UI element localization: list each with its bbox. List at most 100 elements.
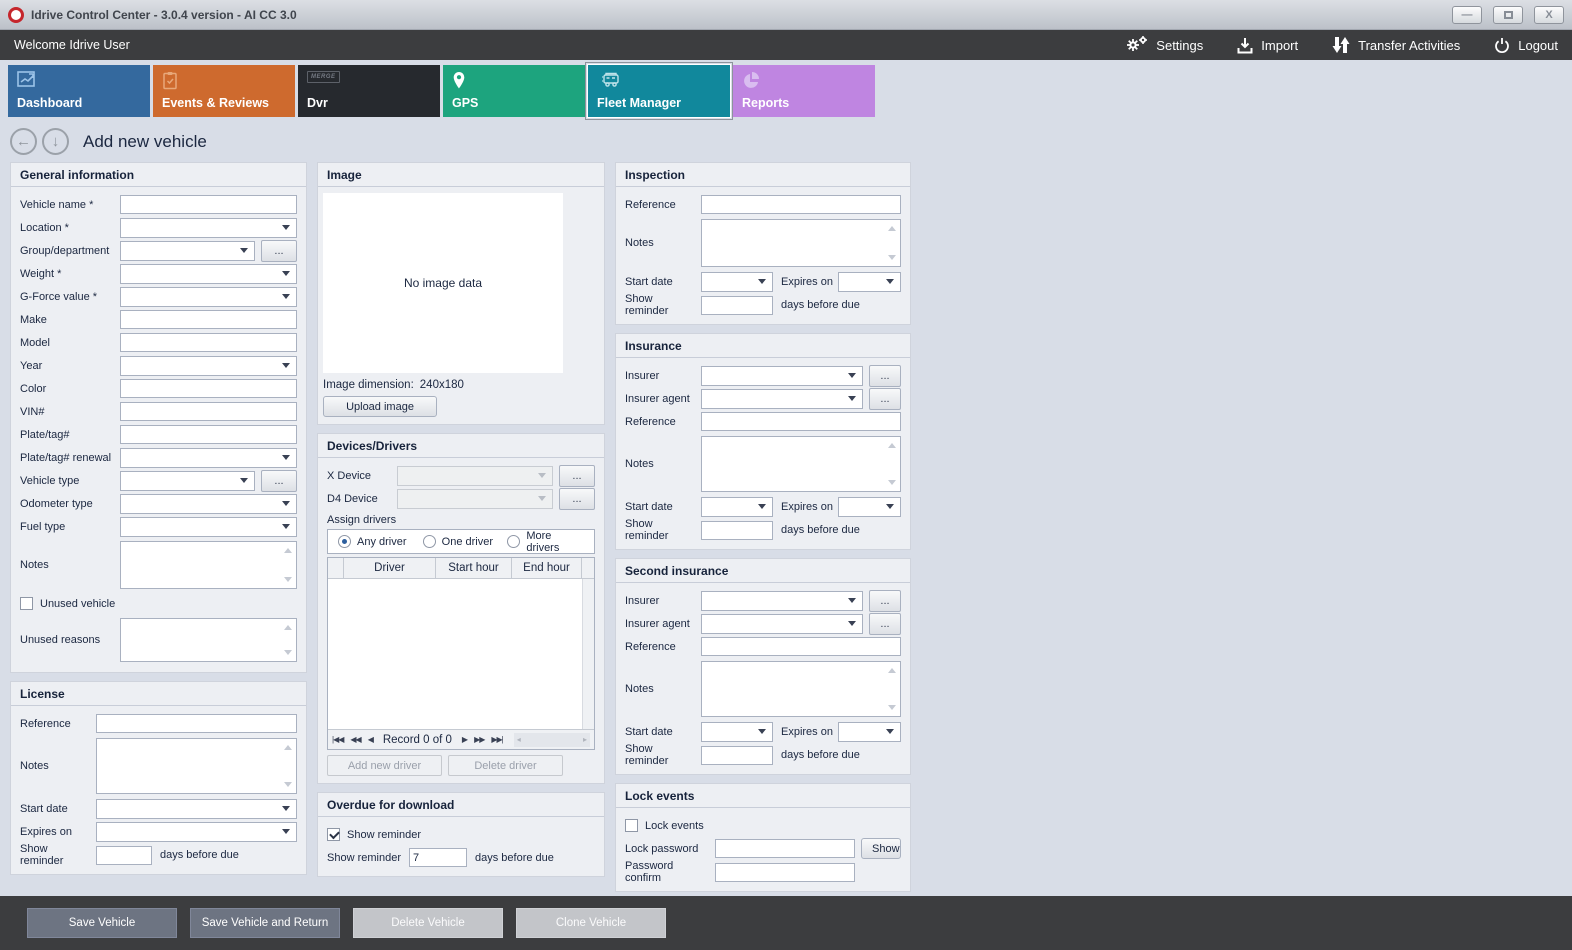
- second-insurance-expires-on-select[interactable]: [837, 721, 901, 742]
- inspection-notes-textarea[interactable]: [701, 219, 901, 267]
- vin-label: VIN#: [20, 405, 45, 418]
- inspection-reminder-input[interactable]: [701, 295, 773, 315]
- tab-dashboard[interactable]: Dashboard: [8, 65, 150, 117]
- color-input[interactable]: [120, 379, 297, 398]
- insurer-agent-label: Insurer agent: [625, 617, 690, 630]
- back-button[interactable]: ←: [10, 128, 37, 155]
- horizontal-scrollbar[interactable]: ◂ ▸: [513, 732, 590, 747]
- save-vehicle-and-return-button[interactable]: Save Vehicle and Return: [190, 908, 340, 938]
- import-button[interactable]: Import: [1237, 37, 1298, 54]
- notes-textarea[interactable]: [120, 541, 297, 589]
- x-device-more-button[interactable]: ...: [559, 464, 595, 487]
- license-reminder-input[interactable]: [96, 845, 152, 865]
- next-page-button[interactable]: ▶▶: [474, 735, 485, 744]
- drivers-table-header: Driver Start hour End hour: [328, 558, 594, 579]
- insurance-start-date-select[interactable]: [701, 496, 773, 517]
- second-insurance-reference-input[interactable]: [701, 637, 901, 656]
- transfer-activities-button[interactable]: Transfer Activities: [1332, 36, 1460, 54]
- insurer-agent-select[interactable]: [701, 388, 863, 409]
- save-vehicle-button[interactable]: Save Vehicle: [27, 908, 177, 938]
- maximize-button[interactable]: [1493, 5, 1523, 24]
- prev-page-button[interactable]: ◀◀: [350, 735, 361, 744]
- second-insurance-notes-textarea[interactable]: [701, 661, 901, 717]
- vin-input[interactable]: [120, 402, 297, 421]
- last-record-button[interactable]: ▶▶|: [491, 735, 503, 744]
- settings-button[interactable]: Settings: [1126, 36, 1203, 54]
- close-button[interactable]: X: [1534, 5, 1564, 24]
- fuel-type-select[interactable]: [120, 516, 297, 537]
- vehicle-type-more-button[interactable]: ...: [261, 469, 297, 492]
- group-department-select[interactable]: [120, 240, 255, 261]
- overdue-reminder-input[interactable]: [409, 848, 467, 867]
- license-reference-input[interactable]: [96, 714, 297, 733]
- year-select[interactable]: [120, 355, 297, 376]
- first-record-button[interactable]: |◀◀: [332, 735, 344, 744]
- tab-events-reviews[interactable]: Events & Reviews: [153, 65, 295, 117]
- plate-tag-input[interactable]: [120, 425, 297, 444]
- second-insurance-reminder-input[interactable]: [701, 745, 773, 765]
- location-select[interactable]: [120, 217, 297, 238]
- insurance-reminder-input[interactable]: [701, 520, 773, 540]
- tab-fleet-manager[interactable]: Fleet Manager: [585, 62, 733, 120]
- insurer-more-button[interactable]: ...: [869, 364, 901, 387]
- second-insurer-select[interactable]: [701, 590, 863, 611]
- gforce-select[interactable]: [120, 286, 297, 307]
- odometer-type-select[interactable]: [120, 493, 297, 514]
- model-input[interactable]: [120, 333, 297, 352]
- field-unused-reasons: Unused reasons: [20, 618, 297, 662]
- group-department-more-button[interactable]: ...: [261, 239, 297, 262]
- prev-record-button[interactable]: ◀: [367, 735, 374, 744]
- lock-password-input[interactable]: [715, 839, 855, 858]
- insurance-expires-on-select[interactable]: [837, 496, 901, 517]
- second-insurer-more-button[interactable]: ...: [869, 589, 901, 612]
- scroll-down-icon: [888, 480, 896, 485]
- radio-one-driver[interactable]: One driver: [422, 535, 500, 548]
- weight-select[interactable]: [120, 263, 297, 284]
- second-insurer-agent-select[interactable]: [701, 613, 863, 634]
- inspection-start-date-select[interactable]: [701, 271, 773, 292]
- show-reminder-checkbox[interactable]: [327, 828, 340, 841]
- radio-any-driver[interactable]: Any driver: [338, 535, 415, 548]
- license-notes-textarea[interactable]: [96, 738, 297, 794]
- next-record-button[interactable]: ▶: [461, 735, 468, 744]
- license-start-date-select[interactable]: [96, 798, 297, 819]
- minimize-button[interactable]: —: [1452, 5, 1482, 24]
- unused-reasons-textarea[interactable]: [120, 618, 297, 662]
- unused-vehicle-checkbox[interactable]: [20, 597, 33, 610]
- tab-dvr[interactable]: MERGE Dvr: [298, 65, 440, 117]
- inspection-reference-input[interactable]: [701, 195, 901, 214]
- second-insurer-agent-more-button[interactable]: ...: [869, 612, 901, 635]
- insurer-select[interactable]: [701, 365, 863, 386]
- tab-gps[interactable]: GPS: [443, 65, 585, 117]
- insurance-notes-textarea[interactable]: [701, 436, 901, 492]
- show-password-button[interactable]: Show: [861, 838, 901, 859]
- start-hour-column-header[interactable]: Start hour: [436, 558, 512, 578]
- radio-more-drivers[interactable]: More drivers: [507, 530, 584, 554]
- field-notes: Notes: [20, 541, 297, 589]
- inspection-expires-on-select[interactable]: [837, 271, 901, 292]
- license-expires-on-select[interactable]: [96, 821, 297, 842]
- show-reminder-label: Show reminder: [625, 293, 669, 317]
- vehicle-name-input[interactable]: [120, 195, 297, 214]
- d4-device-more-button[interactable]: ...: [559, 487, 595, 510]
- password-confirm-input[interactable]: [715, 862, 855, 882]
- vertical-scrollbar[interactable]: [582, 579, 594, 729]
- insurance-reference-input[interactable]: [701, 412, 901, 431]
- show-reminder-label: Show reminder: [20, 843, 64, 867]
- tab-reports[interactable]: Reports: [733, 65, 875, 117]
- second-insurance-start-date-select[interactable]: [701, 721, 773, 742]
- field-second-insurance-dates: Start date Expires on: [625, 720, 901, 743]
- insurer-agent-more-button[interactable]: ...: [869, 387, 901, 410]
- vehicle-type-select[interactable]: [120, 470, 255, 491]
- lock-events-checkbox[interactable]: [625, 819, 638, 832]
- driver-column-header[interactable]: Driver: [344, 558, 436, 578]
- field-inspection-dates: Start date Expires on: [625, 270, 901, 293]
- upload-image-button[interactable]: Upload image: [323, 396, 437, 417]
- down-button[interactable]: ↓: [42, 128, 69, 155]
- end-hour-column-header[interactable]: End hour: [512, 558, 582, 578]
- plate-renewal-select[interactable]: [120, 447, 297, 468]
- d4-device-label: D4 Device: [327, 492, 378, 505]
- make-input[interactable]: [120, 310, 297, 329]
- logout-button[interactable]: Logout: [1494, 37, 1558, 54]
- transfer-activities-label: Transfer Activities: [1358, 37, 1461, 53]
